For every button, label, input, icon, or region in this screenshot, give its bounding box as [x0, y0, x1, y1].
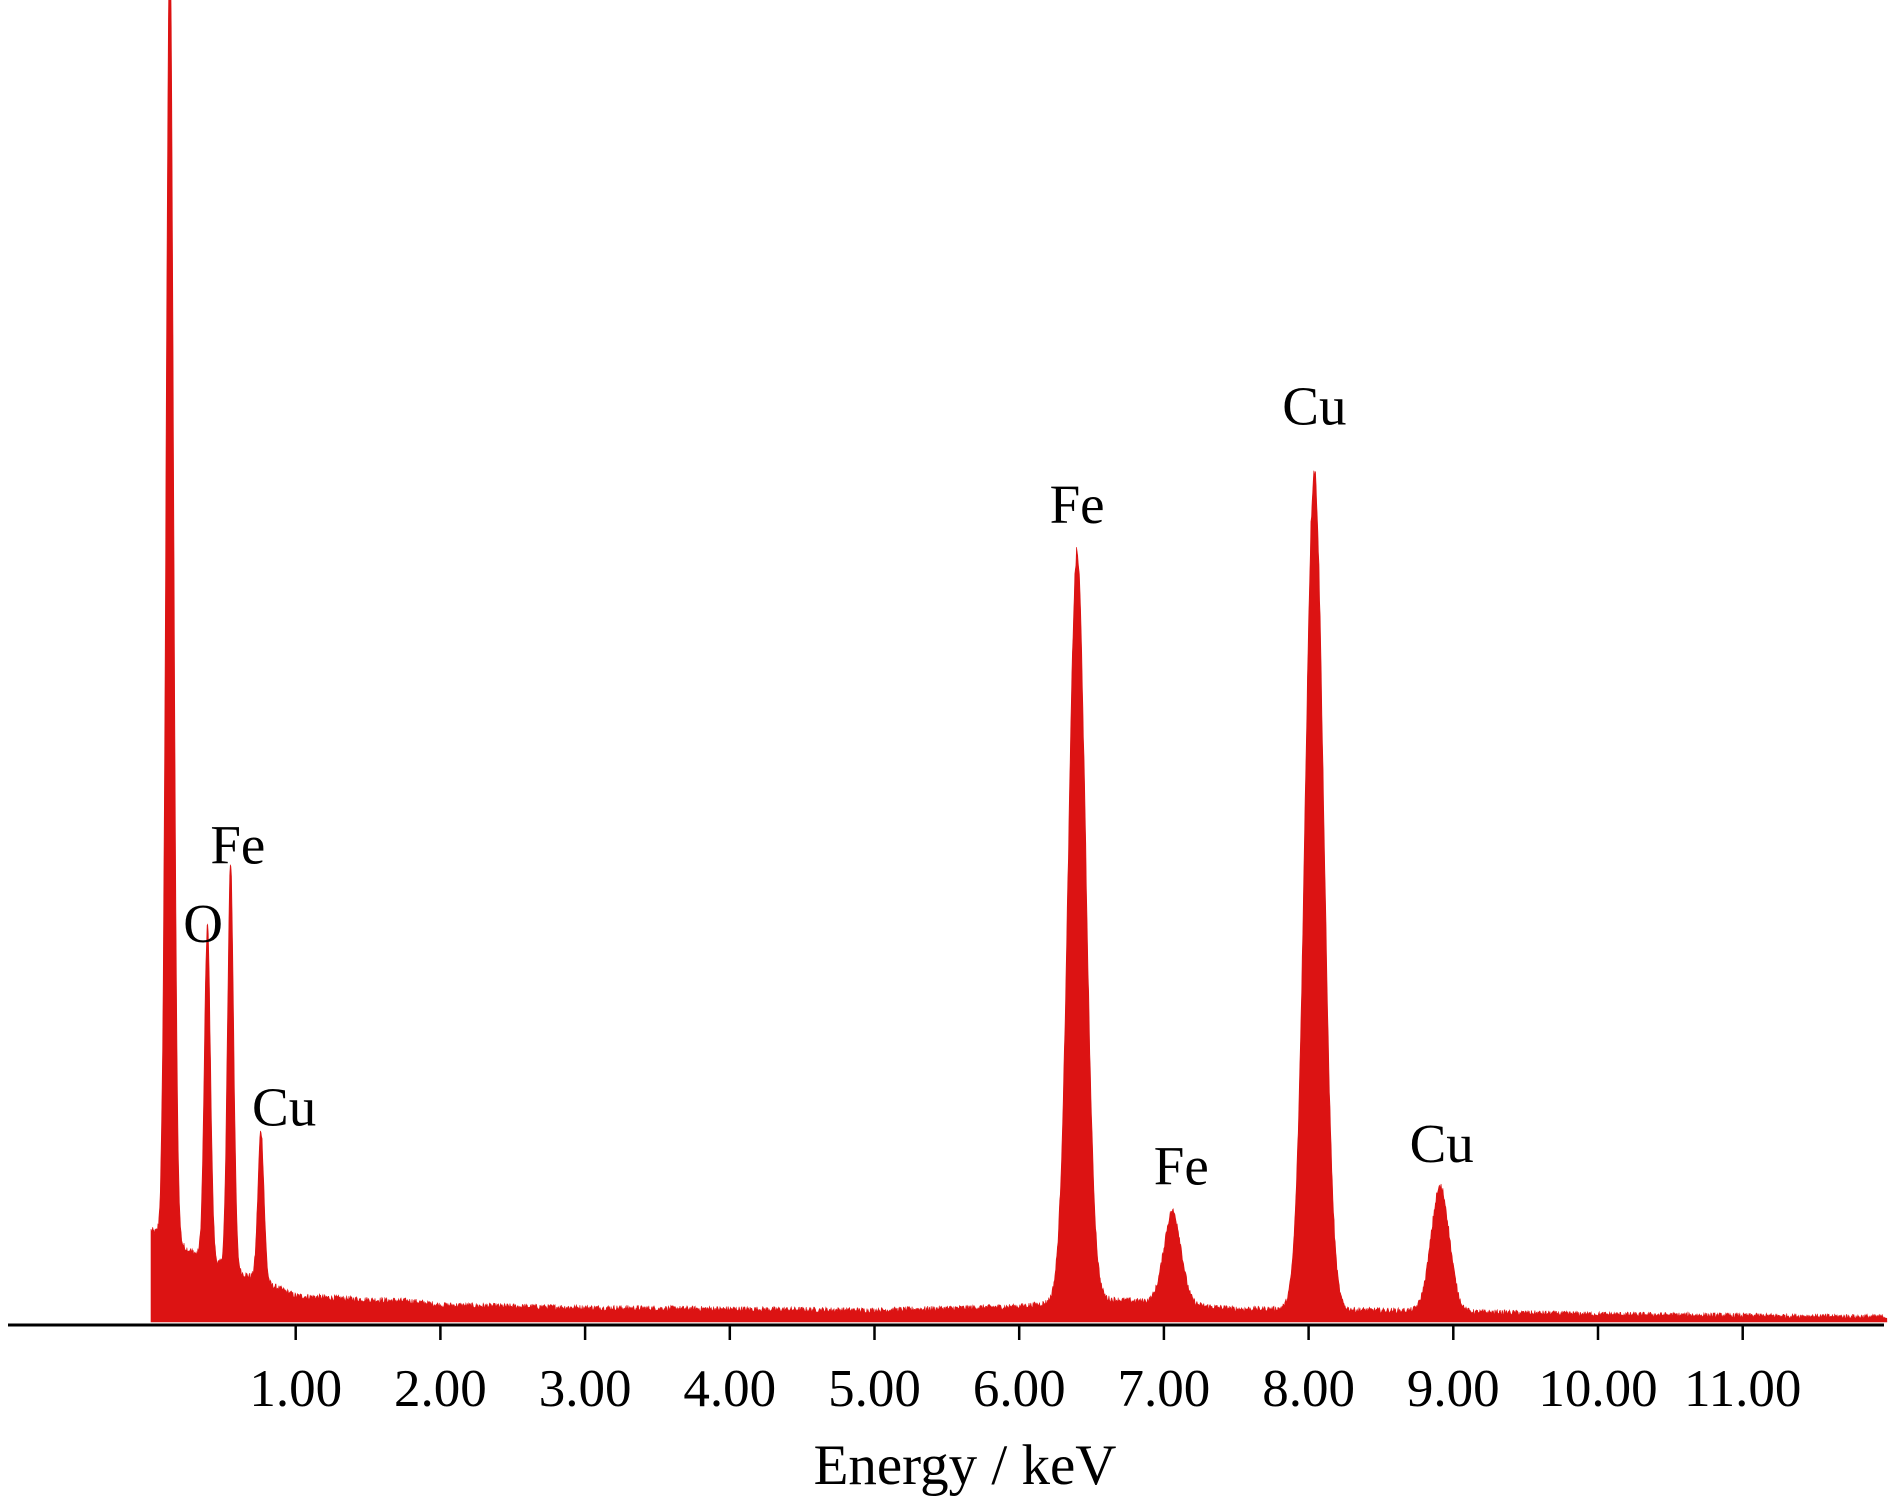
x-tick-label: 7.00: [1118, 1360, 1211, 1418]
plot-area: [150, 0, 1888, 1323]
x-tick-label: 3.00: [539, 1360, 632, 1418]
x-tick-label: 5.00: [828, 1360, 921, 1418]
peak-label: Fe: [1154, 1135, 1209, 1196]
peak-label: Cu: [252, 1077, 316, 1138]
x-tick-label: 2.00: [394, 1360, 487, 1418]
peak-label: O: [183, 893, 223, 954]
x-tick-label: 9.00: [1407, 1360, 1500, 1418]
peak-label: Cu: [1282, 376, 1346, 437]
x-tick-label: 4.00: [683, 1360, 776, 1418]
x-axis-label: Energy / keV: [814, 1434, 1117, 1497]
x-tick-label: 1.00: [249, 1360, 342, 1418]
x-axis: 1.00 2.00 3.00 4.00 5.00 6.00 7.00 8.00 9.00 10.0…: [8, 1323, 1884, 1418]
x-tick-label: 8.00: [1262, 1360, 1355, 1418]
spectrum-area: [150, 0, 1888, 1323]
peak-labels: COFeCuFeFeCuCu: [183, 376, 1474, 1197]
peak-label: Fe: [1050, 474, 1105, 535]
x-tick-label: 6.00: [973, 1360, 1066, 1418]
x-tick-label: 10.00: [1538, 1360, 1657, 1418]
x-tick-label: 11.00: [1684, 1360, 1801, 1418]
peak-label: Cu: [1410, 1113, 1474, 1174]
peak-label: Fe: [210, 815, 265, 876]
